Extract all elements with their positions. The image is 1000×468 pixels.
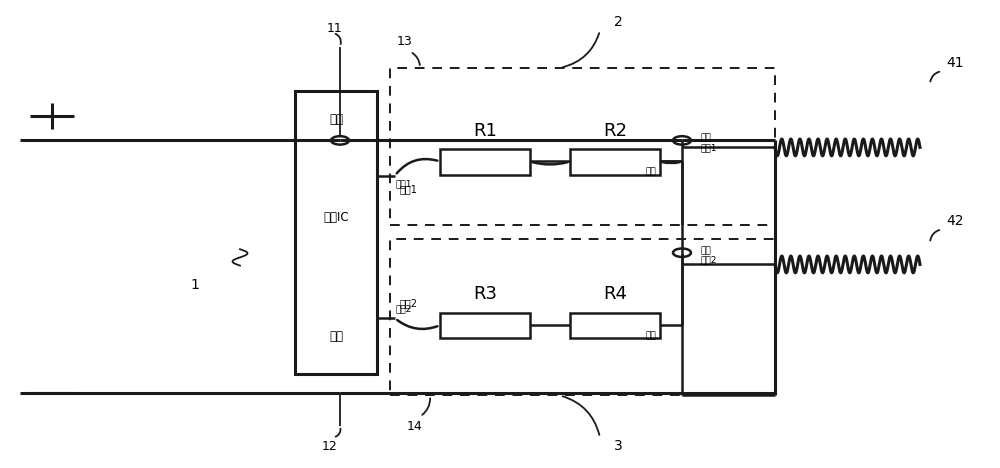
- Bar: [570, 149, 660, 175]
- Text: 供電: 供電: [700, 133, 711, 143]
- Text: 13: 13: [397, 35, 413, 48]
- Text: 輸出1: 輸出1: [395, 179, 412, 189]
- Text: 14: 14: [407, 420, 423, 433]
- Text: 12: 12: [322, 439, 338, 453]
- Text: 輸出2: 輸出2: [400, 298, 418, 308]
- Bar: [440, 149, 530, 175]
- Text: 輸出1: 輸出1: [700, 143, 717, 152]
- Text: 41: 41: [946, 56, 964, 70]
- Text: R1: R1: [473, 122, 497, 140]
- Text: 負極: 負極: [329, 330, 343, 344]
- Circle shape: [673, 136, 691, 145]
- Text: 輸出2: 輸出2: [395, 304, 411, 314]
- Text: 輸出1: 輸出1: [400, 184, 418, 195]
- Text: R3: R3: [473, 285, 497, 303]
- Circle shape: [673, 249, 691, 257]
- Bar: [440, 313, 530, 338]
- Bar: [390, 239, 775, 395]
- Text: 11: 11: [327, 22, 343, 35]
- Text: 42: 42: [946, 214, 964, 228]
- Text: 2: 2: [614, 15, 622, 29]
- Text: 正極: 正極: [329, 113, 343, 126]
- Bar: [390, 68, 775, 225]
- Text: 輸出2: 輸出2: [700, 255, 716, 264]
- Text: 1: 1: [191, 278, 199, 292]
- Circle shape: [331, 136, 349, 145]
- Text: 霍爾IC: 霍爾IC: [323, 211, 349, 224]
- Text: R2: R2: [603, 122, 627, 140]
- Text: 3: 3: [614, 439, 622, 453]
- Text: 控制: 控制: [645, 168, 656, 177]
- Bar: [295, 91, 377, 374]
- Text: R4: R4: [603, 285, 627, 303]
- Bar: [570, 313, 660, 338]
- Text: 供電: 供電: [700, 246, 711, 255]
- Text: 控制: 控制: [645, 331, 656, 341]
